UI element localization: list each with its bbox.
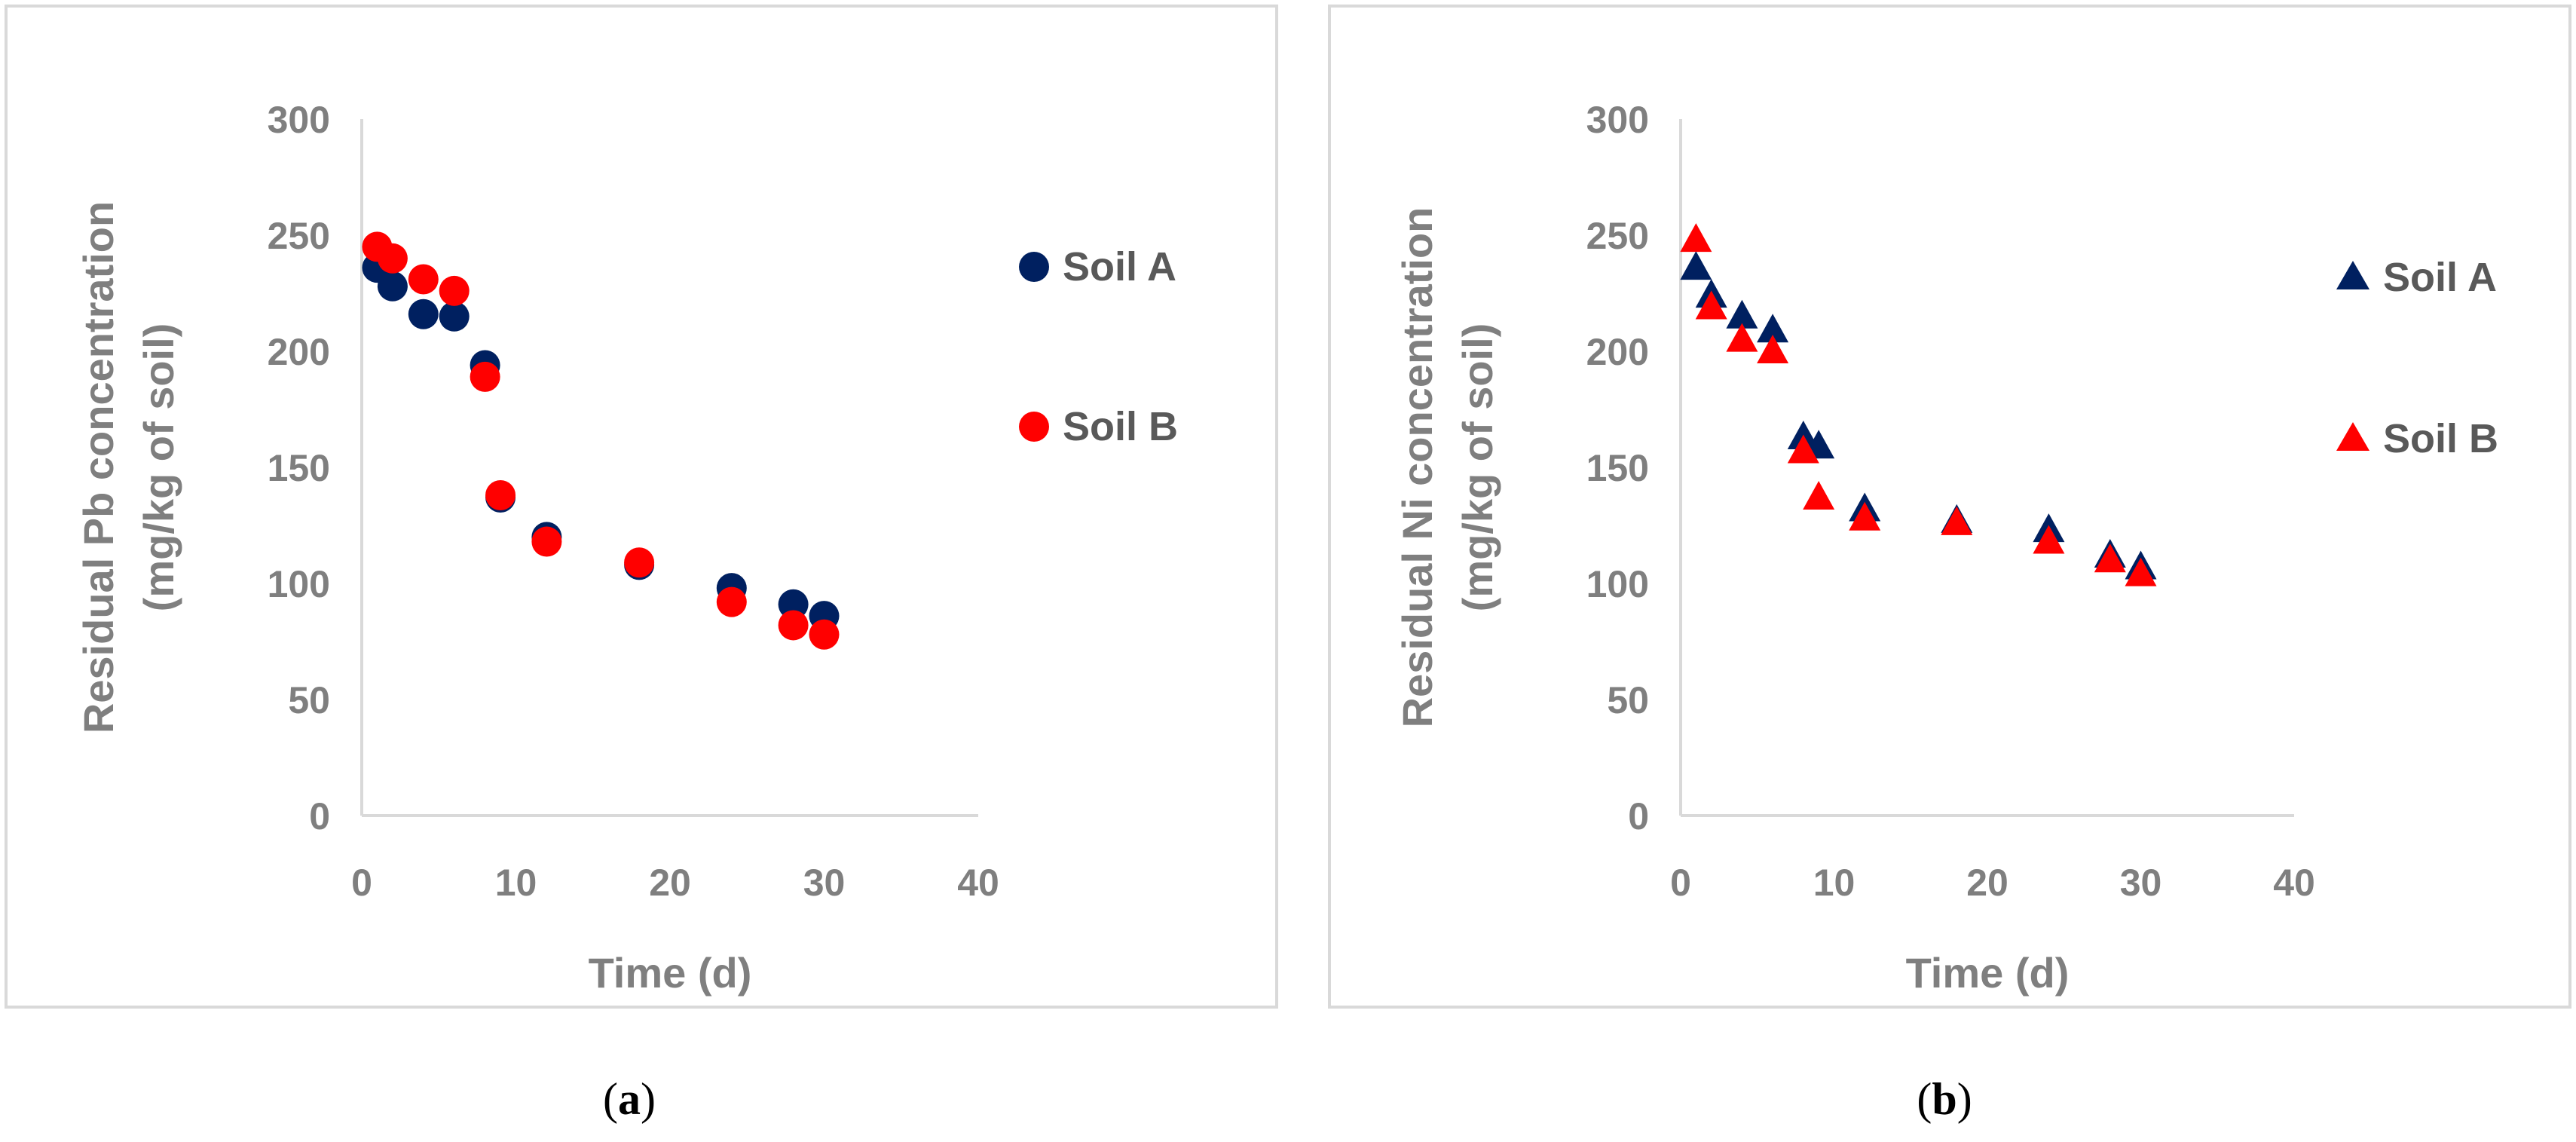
data-point-soil-a	[1757, 314, 1789, 343]
y-tick-label: 300	[268, 99, 330, 141]
data-point-soil-b	[439, 275, 470, 306]
legend-label-soil-b: Soil B	[2383, 416, 2498, 461]
data-point-soil-a	[408, 299, 439, 329]
data-point-soil-b	[377, 243, 408, 274]
caption-b: (b)	[1917, 1074, 1972, 1124]
y-tick-label: 200	[1586, 331, 1649, 373]
y-tick-label: 0	[309, 795, 330, 837]
x-axis-label-a: Time (d)	[589, 949, 752, 997]
data-point-soil-b	[408, 264, 439, 295]
x-axis-label-b: Time (d)	[1906, 949, 2070, 997]
legend-marker-soil-a	[2336, 261, 2369, 289]
legend-marker-soil-b	[2336, 422, 2369, 451]
legend-label-soil-b: Soil B	[1063, 404, 1178, 449]
legend-marker-soil-a	[1019, 252, 1049, 282]
data-point-soil-b	[716, 586, 747, 617]
x-tick-label: 40	[2273, 862, 2315, 904]
data-point-soil-b	[2125, 557, 2157, 586]
y-tick-label: 300	[1586, 99, 1649, 141]
y-axis-label-b-line1: Residual Ni concentration	[1394, 207, 1441, 728]
y-tick-labels-a: 0 50 100 150 200 250 300	[268, 99, 330, 837]
x-tick-label: 10	[1813, 862, 1856, 904]
chart-panel-b: 0 50 100 150 200 250 300 0 10 20 30 40 Time (d) Re…	[1328, 5, 2571, 1009]
data-point-soil-b	[1787, 434, 1819, 464]
y-tick-label: 100	[1586, 563, 1649, 605]
x-tick-label: 40	[957, 862, 999, 904]
legend-label-soil-a: Soil A	[2383, 255, 2497, 300]
data-point-soil-b	[2094, 543, 2126, 573]
y-axis-label-a-line2: (mg/kg of soil)	[135, 323, 182, 612]
y-tick-label: 0	[1628, 795, 1649, 837]
x-tick-labels-a: 0 10 20 30 40	[351, 862, 999, 904]
data-point-soil-a	[778, 589, 809, 620]
x-tick-labels-b: 0 10 20 30 40	[1670, 862, 2315, 904]
x-tick-label: 30	[2120, 862, 2162, 904]
y-tick-label: 200	[268, 331, 330, 373]
x-tick-label: 0	[351, 862, 372, 904]
data-point-soil-b	[1803, 481, 1835, 510]
data-point-soil-b	[624, 547, 655, 578]
y-tick-label: 150	[1586, 447, 1649, 489]
data-point-soil-b	[485, 479, 516, 510]
data-point-soil-b	[778, 610, 809, 641]
data-point-soil-a	[377, 271, 408, 302]
chart-frame-a	[5, 5, 1278, 1009]
data-point-soil-b	[1941, 506, 1973, 535]
data-point-soil-b	[2033, 525, 2065, 554]
y-tick-labels-b: 0 50 100 150 200 250 300	[1586, 99, 1649, 837]
y-axis-label-a-line1: Residual Pb concentration	[75, 201, 122, 733]
data-point-soil-b	[1849, 501, 1881, 531]
caption-a: (a)	[603, 1074, 656, 1124]
legend-b: Soil A Soil B	[2336, 255, 2498, 461]
data-point-soil-b	[531, 526, 562, 557]
data-points-a	[362, 231, 840, 650]
data-point-soil-a	[439, 301, 470, 332]
data-point-soil-b	[1726, 323, 1758, 352]
chart-panel-a: 0 50 100 150 200 250 300 0 10 20 30 40 Time (d) Re…	[5, 5, 1278, 1009]
chart-frame-b	[1328, 5, 2571, 1009]
y-tick-label: 250	[1586, 215, 1649, 257]
data-point-soil-b	[1680, 223, 1712, 253]
x-tick-label: 0	[1670, 862, 1691, 904]
y-tick-label: 50	[1607, 679, 1649, 721]
data-points-b	[1680, 223, 2157, 586]
data-point-soil-a	[1726, 299, 1758, 329]
x-tick-label: 30	[803, 862, 846, 904]
y-tick-label: 150	[268, 447, 330, 489]
data-point-soil-b	[1757, 335, 1789, 363]
legend-a: Soil A Soil B	[1019, 244, 1178, 449]
data-point-soil-b	[470, 361, 500, 392]
y-axis-label-b-line2: (mg/kg of soil)	[1454, 323, 1501, 612]
y-tick-label: 100	[268, 563, 330, 605]
legend-label-soil-a: Soil A	[1063, 244, 1176, 289]
y-tick-label: 50	[288, 679, 330, 721]
data-point-soil-b	[1695, 290, 1727, 320]
x-tick-label: 20	[1966, 862, 2008, 904]
data-point-soil-a	[1680, 251, 1712, 280]
legend-marker-soil-b	[1019, 412, 1049, 442]
x-tick-label: 10	[495, 862, 537, 904]
y-tick-label: 250	[268, 215, 330, 257]
x-tick-label: 20	[649, 862, 691, 904]
data-point-soil-b	[809, 619, 840, 650]
